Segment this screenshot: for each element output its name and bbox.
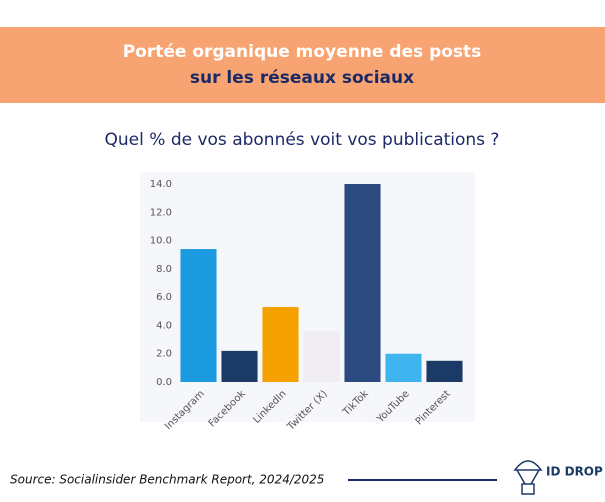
bar (180, 249, 217, 382)
bar (385, 353, 422, 382)
y-tick-label: 10.0 (150, 236, 172, 247)
y-tick-label: 4.0 (156, 320, 172, 331)
bar (344, 184, 381, 382)
y-tick-label: 8.0 (156, 264, 172, 275)
logo-text: ID DROP (546, 465, 603, 479)
title-line2: sur les réseaux sociaux (190, 68, 414, 88)
y-tick-label: 0.0 (156, 377, 172, 388)
y-tick-label: 6.0 (156, 292, 172, 303)
bar (221, 350, 258, 382)
y-tick-label: 2.0 (156, 349, 172, 360)
bar (426, 360, 463, 382)
y-tick-label: 12.0 (150, 207, 172, 218)
logo-icon (513, 460, 543, 495)
source-note: Source: Socialinsider Benchmark Report, … (10, 473, 324, 487)
bar (262, 307, 299, 382)
chart-subtitle: Quel % de vos abonnés voit vos publicati… (105, 130, 500, 150)
bar (303, 331, 340, 382)
title-line1: Portée organique moyenne des posts (123, 42, 482, 62)
y-tick-label: 14.0 (150, 179, 172, 190)
header-band (0, 27, 605, 103)
